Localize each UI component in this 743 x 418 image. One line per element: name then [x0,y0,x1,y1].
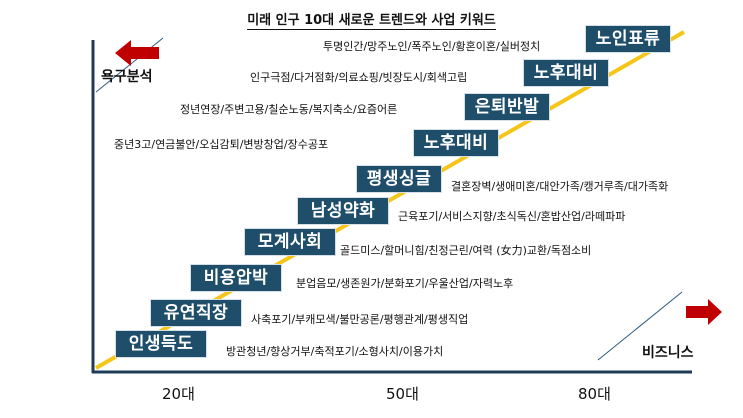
trend-box-4: 모계사회 [244,228,336,256]
y-axis-label: 욕구분석 [101,69,153,85]
trend-keywords-8: 정년연장/주변고용/칠순노동/복지축소/요즘어른 [180,103,398,116]
corner-diagonal-bottom [597,291,683,361]
trend-box-10: 노인표류 [585,25,671,53]
trend-keywords-10: 투명인간/망주노인/폭주노인/황혼이혼/실버정치 [323,40,541,53]
age-tick-80: 80대 [578,385,611,403]
age-tick-50: 50대 [386,385,419,403]
trend-keywords-1: 방관청년/향상거부/축적포기/소형사치/이용가치 [226,345,444,358]
trend-box-3: 비용압박 [190,264,282,292]
right-arrow-icon [686,299,722,325]
page-title: 미래 인구 10대 새로운 트렌드와 사업 키워드 [247,13,496,30]
trend-box-7: 노후대비 [413,129,499,157]
age-tick-20: 20대 [162,385,195,403]
trend-keywords-3: 분업음모/생존원가/분화포기/우울산업/자력노후 [296,277,514,290]
trend-keywords-7: 중년3고/연금불안/오십감퇴/변방창업/장수공포 [114,138,329,151]
x-axis-label: 비즈니스 [642,345,694,361]
trend-keywords-6: 결혼장벽/생애미혼/대안가족/캥거루족/대가족화 [451,180,669,193]
trend-box-6: 평생싱글 [356,165,442,193]
left-arrow-icon [115,40,159,66]
trend-box-5: 남성약화 [297,197,389,225]
trend-box-2: 유연직장 [150,299,242,327]
trend-box-9: 노후대비 [523,59,609,87]
trend-keywords-5: 근육포기/서비스지향/초식독신/혼밥산업/라떼파파 [398,210,626,223]
trend-keywords-4: 골드미스/할머니힘/친정근린/여력 (女力)교환/독점소비 [340,244,592,257]
trend-keywords-2: 사축포기/부캐모색/불만공론/평행관계/평생직업 [251,313,469,326]
trend-box-8: 은퇴반발 [464,93,550,121]
trend-box-1: 인생득도 [115,330,207,358]
trend-keywords-9: 인구극점/다거점화/의료쇼핑/빗장도시/회색고립 [250,71,468,84]
